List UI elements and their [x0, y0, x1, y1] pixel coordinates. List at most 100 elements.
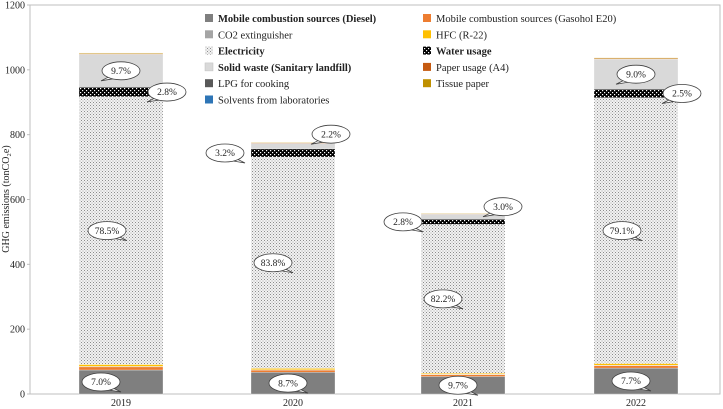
legend-item-co2-extinguisher: CO2 extinguisher [205, 30, 293, 41]
callout-2019-water-usage: 2.8% [146, 82, 187, 103]
legend-swatch [423, 14, 431, 22]
callout-label: 9.7% [448, 381, 468, 391]
callout-label: 9.7% [111, 67, 131, 77]
x-axis: 2019 2020 2021 2022 [111, 398, 646, 409]
callout-label: 2.5% [672, 90, 692, 100]
callout-label: 83.8% [261, 259, 286, 269]
callout-label: 3.2% [215, 149, 235, 159]
bar-2020-water-usage [250, 148, 336, 158]
bar-2022-tissue-paper [593, 57, 679, 59]
callout-bubble [205, 143, 245, 163]
callout-2019-mobile-combustion-sources-diesel: 7.0% [81, 372, 122, 393]
bar-2022-mobile-combustion-sources-gasohol-e20 [593, 365, 679, 369]
callout-bubble [616, 64, 656, 84]
legend-swatch [204, 62, 214, 72]
legend-swatch [205, 95, 213, 104]
callout-label: 2.8% [393, 218, 413, 228]
x-tick-label: 2020 [283, 398, 303, 409]
x-tick-label: 2021 [453, 398, 473, 409]
legend-item-mobile-combustion-sources-diesel: Mobile combustion sources (Diesel) [205, 14, 377, 25]
legend-item-hfc-r-22: HFC (R-22) [423, 30, 488, 41]
legend-label: Water usage [436, 47, 492, 58]
legend-label: Mobile combustion sources (Diesel) [218, 14, 377, 25]
legend-item-solvents-from-laboratories: Solvents from laboratories [205, 95, 329, 107]
callout-label: 79.1% [610, 227, 635, 237]
legend-swatch [423, 79, 431, 88]
callout-2021-solid-waste-sanitary-landfill: 3.0% [482, 197, 523, 218]
bar-2019-mobile-combustion-sources-gasohol-e20 [78, 366, 164, 371]
y-tick-label: 0 [20, 390, 25, 401]
callout-bubble [81, 372, 121, 392]
callout-bubble [311, 124, 351, 144]
callout-label: 8.7% [278, 379, 298, 389]
bar-2020-mobile-combustion-sources-gasohol-e20 [250, 369, 336, 373]
bar-2019-hfc-r-22 [78, 364, 164, 367]
callout-2020-electricity: 83.8% [253, 253, 294, 274]
legend-item-solid-waste-sanitary-landfill: Solid waste (Sanitary landfill) [204, 62, 352, 74]
callout-bubble [438, 375, 478, 395]
percentage-callouts: 7.0% 78.5% 2.8% 9.7% 8.7% 83.8% 3.2% 2.2% 9.7% 82… [81, 61, 702, 396]
callout-2021-mobile-combustion-sources-diesel: 9.7% [438, 375, 479, 396]
legend-swatch [205, 46, 213, 55]
callout-label: 7.7% [621, 377, 641, 387]
callout-2022-mobile-combustion-sources-diesel: 7.7% [611, 371, 652, 392]
bar-2022-hfc-r-22 [593, 363, 679, 366]
callout-bubble [253, 253, 293, 273]
bar-2021-water-usage [420, 219, 506, 225]
bar-2020-hfc-r-22 [250, 368, 336, 370]
legend-item-electricity: Electricity [205, 46, 265, 58]
x-tick-label: 2022 [626, 398, 646, 409]
legend-swatch [423, 30, 431, 39]
legend-label: Solid waste (Sanitary landfill) [218, 63, 352, 74]
callout-2019-solid-waste-sanitary-landfill: 9.7% [100, 61, 141, 82]
legend-label: Mobile combustion sources (Gasohol E20) [436, 14, 617, 25]
callout-bubble [268, 373, 308, 393]
legend-label: CO2 extinguisher [218, 30, 293, 41]
y-tick-label: 600 [10, 195, 25, 206]
y-tick-label: 200 [10, 325, 25, 336]
callout-2020-solid-waste-sanitary-landfill: 2.2% [310, 124, 351, 145]
legend-item-water-usage: Water usage [423, 46, 492, 58]
bar-2019-tissue-paper [78, 52, 164, 54]
callout-bubble [87, 221, 127, 241]
bars-group [78, 52, 679, 395]
callout-bubble [101, 61, 141, 81]
legend-item-lpg-for-cooking: LPG for cooking [205, 79, 290, 90]
callout-label: 78.5% [95, 227, 120, 237]
y-tick-label: 1200 [5, 1, 25, 12]
callout-label: 2.8% [157, 88, 177, 98]
legend-swatch [205, 79, 213, 88]
legend-item-tissue-paper: Tissue paper [423, 79, 489, 90]
callout-bubble [423, 289, 463, 309]
legend-swatch [205, 14, 213, 22]
y-axis-title: GHG emissions (tonCO₂e) [1, 145, 12, 252]
callout-2021-water-usage: 2.8% [383, 212, 424, 233]
callout-2021-electricity: 82.2% [423, 289, 464, 310]
y-tick-label: 400 [10, 260, 25, 271]
legend: Mobile combustion sources (Diesel) Mobile… [204, 14, 617, 107]
legend-label: LPG for cooking [218, 79, 290, 90]
callout-bubble [662, 84, 702, 103]
y-tick-label: 1000 [5, 65, 25, 76]
callout-label: 7.0% [91, 378, 111, 388]
legend-item-paper-usage-a4: Paper usage (A4) [423, 62, 509, 74]
callout-bubble [147, 82, 187, 102]
callout-bubble [602, 221, 642, 241]
callout-bubble [383, 212, 423, 232]
callout-bubble [611, 371, 651, 391]
y-axis: 0 200 400 600 800 1000 1200 [5, 1, 30, 401]
legend-label: HFC (R-22) [436, 30, 488, 41]
callout-bubble [483, 197, 523, 217]
legend-swatch [423, 46, 431, 55]
legend-label: Electricity [218, 47, 265, 58]
callout-label: 82.2% [431, 295, 456, 305]
callout-label: 3.0% [493, 203, 513, 213]
legend-swatch [205, 30, 213, 39]
legend-label: Solvents from laboratories [218, 96, 329, 107]
callout-2020-water-usage: 3.2% [205, 143, 246, 164]
bar-2020-solid-waste-sanitary-landfill [250, 143, 336, 150]
callout-2019-electricity: 78.5% [87, 221, 128, 242]
x-tick-label: 2019 [111, 398, 131, 409]
callout-2022-solid-waste-sanitary-landfill: 9.0% [615, 64, 656, 85]
